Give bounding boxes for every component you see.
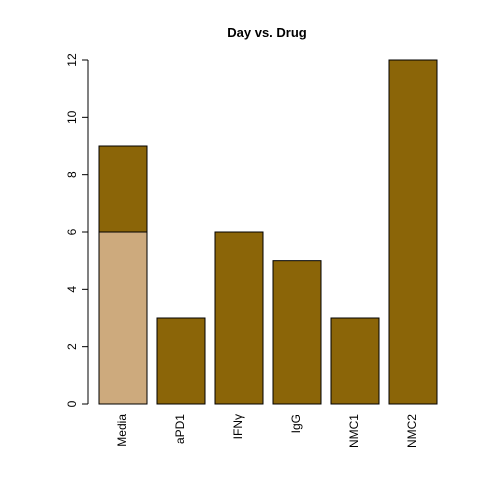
y-tick-label: 6 — [65, 228, 79, 235]
y-tick-label: 4 — [65, 286, 79, 293]
bar-media-segment-1 — [98, 231, 148, 405]
y-tick-label: 12 — [65, 53, 79, 67]
bars-group — [98, 59, 438, 405]
bar-nmc2-segment-2 — [388, 59, 438, 405]
y-tick-label: 8 — [65, 171, 79, 178]
y-tick-label: 10 — [65, 110, 79, 124]
x-tick-label: IgG — [289, 414, 303, 433]
y-tick-label: 0 — [65, 400, 79, 407]
y-axis: 0 2 4 6 8 10 12 — [65, 53, 89, 407]
chart-title: Day vs. Drug — [227, 25, 307, 40]
x-tick-label: NMC2 — [405, 414, 419, 448]
bar-nmc1-segment-2 — [330, 317, 380, 405]
x-tick-label: Media — [115, 414, 129, 447]
x-tick-label: aPD1 — [173, 414, 187, 444]
bar-ifn-segment-2 — [214, 231, 264, 405]
bar-igg-segment-2 — [272, 260, 322, 405]
bar-apd1-segment-2 — [156, 317, 206, 405]
y-tick-label: 2 — [65, 343, 79, 350]
bar-media-segment-2 — [98, 145, 148, 233]
x-tick-label: NMC1 — [347, 414, 361, 448]
x-axis-labels: Media aPD1 IFNγ IgG NMC1 NMC2 — [115, 414, 419, 448]
x-tick-label: IFNγ — [231, 414, 245, 439]
